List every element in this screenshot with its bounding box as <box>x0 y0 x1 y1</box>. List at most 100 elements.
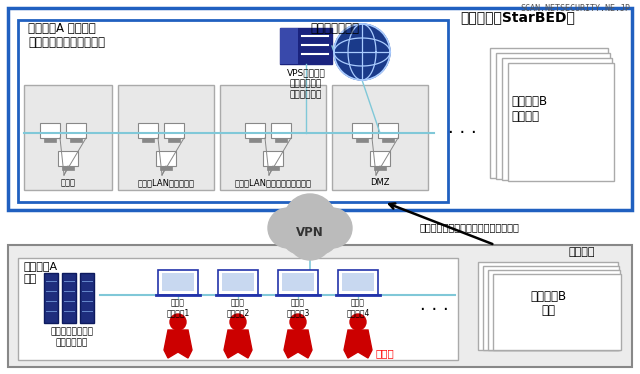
Bar <box>378 123 398 138</box>
Text: グループA 演習環境: グループA 演習環境 <box>28 22 96 35</box>
Bar <box>356 138 368 142</box>
Bar <box>40 123 60 138</box>
Bar <box>142 138 154 142</box>
Bar <box>496 53 610 179</box>
Circle shape <box>282 218 318 254</box>
Bar <box>160 166 172 170</box>
Bar <box>245 123 265 138</box>
Bar <box>508 63 614 181</box>
Bar <box>218 270 258 295</box>
Text: グループB: グループB <box>511 95 547 108</box>
Text: 設備: 設備 <box>24 274 37 284</box>
Circle shape <box>334 24 390 80</box>
Bar <box>162 273 194 291</box>
Bar <box>118 85 214 190</box>
Bar <box>280 28 332 64</box>
Bar <box>338 270 378 295</box>
Bar <box>158 270 198 295</box>
Text: VPSクラウド: VPSクラウド <box>287 68 325 77</box>
Text: 本社内LAN（運用系）: 本社内LAN（運用系） <box>138 178 195 187</box>
Bar <box>70 138 82 142</box>
Bar <box>382 138 394 142</box>
Circle shape <box>302 218 338 254</box>
Text: 受講者: 受講者 <box>231 298 245 307</box>
Polygon shape <box>344 330 372 358</box>
Text: SCAN.NETSECURITY.NE.JP: SCAN.NETSECURITY.NE.JP <box>520 4 630 13</box>
Text: グループB: グループB <box>530 290 566 303</box>
Text: 演習環境（StarBED）: 演習環境（StarBED） <box>460 10 575 24</box>
Bar <box>44 138 56 142</box>
Text: インターネット: インターネット <box>310 22 360 35</box>
Text: 演習環境: 演習環境 <box>511 110 539 123</box>
Bar <box>490 48 608 178</box>
Bar <box>502 58 612 180</box>
Text: 工場内: 工場内 <box>61 178 76 187</box>
Circle shape <box>288 216 332 260</box>
Text: 操作端末4: 操作端末4 <box>346 308 370 317</box>
Bar <box>249 138 261 142</box>
Text: サービス上の: サービス上の <box>290 79 322 88</box>
Bar <box>58 151 78 166</box>
Bar <box>222 273 254 291</box>
Text: 操作端末3: 操作端末3 <box>286 308 310 317</box>
Text: 操作端末2: 操作端末2 <box>227 308 250 317</box>
Bar <box>263 151 283 166</box>
Text: 仮想企業　ネットワーク: 仮想企業 ネットワーク <box>28 36 105 49</box>
Bar <box>138 123 158 138</box>
Bar <box>493 274 621 350</box>
Text: . . .: . . . <box>448 119 477 137</box>
Bar <box>156 151 176 166</box>
Circle shape <box>268 208 308 248</box>
Polygon shape <box>164 330 192 358</box>
Bar <box>342 273 374 291</box>
Bar <box>374 166 386 170</box>
Text: リモート接続（営業部セグメントへ）: リモート接続（営業部セグメントへ） <box>420 222 520 232</box>
Polygon shape <box>284 330 312 358</box>
Text: 受講者: 受講者 <box>291 298 305 307</box>
Polygon shape <box>224 330 252 358</box>
Bar <box>275 138 287 142</box>
Bar <box>18 20 448 202</box>
Text: 操作端末1: 操作端末1 <box>166 308 189 317</box>
Circle shape <box>290 314 306 330</box>
Text: グループA: グループA <box>24 261 58 271</box>
Text: VPN: VPN <box>296 226 324 239</box>
Bar <box>24 85 112 190</box>
Bar <box>66 123 86 138</box>
Circle shape <box>312 208 352 248</box>
Bar <box>278 270 318 295</box>
Circle shape <box>230 314 246 330</box>
Bar <box>62 273 76 323</box>
Text: ファイルサーバー: ファイルサーバー <box>51 327 93 336</box>
Circle shape <box>350 314 366 330</box>
Bar <box>44 273 58 323</box>
Text: 本社内LAN（クライアント系）: 本社内LAN（クライアント系） <box>234 178 312 187</box>
Bar <box>80 273 94 323</box>
Bar <box>267 166 279 170</box>
Bar <box>352 123 372 138</box>
Bar <box>62 166 74 170</box>
Bar <box>478 262 618 350</box>
Text: 演習会場: 演習会場 <box>568 247 595 257</box>
Text: 受講者: 受講者 <box>375 348 394 358</box>
Text: . . .: . . . <box>420 296 449 314</box>
Bar <box>271 123 291 138</box>
Bar <box>280 28 298 64</box>
Bar <box>8 245 632 367</box>
Text: 受講者: 受講者 <box>351 298 365 307</box>
Bar <box>282 273 314 291</box>
Bar <box>370 151 390 166</box>
Circle shape <box>170 314 186 330</box>
Bar <box>483 266 619 350</box>
Bar <box>332 85 428 190</box>
Text: DMZ: DMZ <box>371 178 390 187</box>
Bar <box>18 258 458 360</box>
Bar <box>164 123 184 138</box>
Bar <box>8 8 632 210</box>
Bar <box>220 85 326 190</box>
Text: インスタンス: インスタンス <box>290 90 322 99</box>
Circle shape <box>284 194 336 246</box>
Bar <box>488 270 620 350</box>
Text: 各種サーバー: 各種サーバー <box>56 338 88 347</box>
Text: 設備: 設備 <box>541 304 555 317</box>
